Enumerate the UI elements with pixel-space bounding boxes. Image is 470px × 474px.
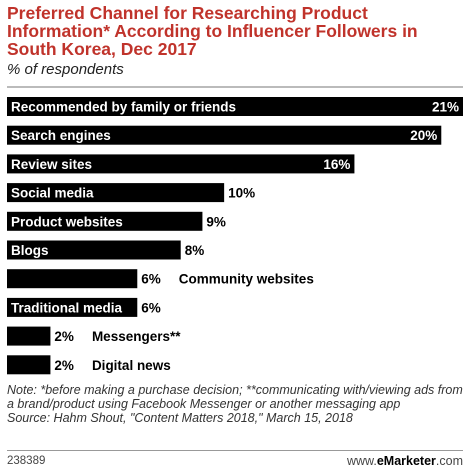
bar-4 [7,183,225,203]
value-label-8: 6% [141,300,161,315]
bar-7 [7,269,138,289]
brand-name: eMarketer [376,454,436,468]
category-label-5: Product websites [11,214,123,229]
value-label-10: 2% [54,358,74,373]
value-label-4: 10% [228,186,255,201]
brand-suffix: .com [435,454,463,468]
bar-8 [7,297,138,317]
chart-title: Preferred Channel for Researching Produc… [7,3,418,59]
category-label-7: Community websites [179,272,314,287]
value-label-9: 2% [54,329,74,344]
bar-6 [7,240,181,260]
category-label-4: Social media [11,186,94,201]
value-label-3: 16% [323,157,350,172]
top-divider [7,86,463,88]
category-label-8: Traditional media [11,300,123,315]
bar-9 [7,326,51,346]
category-label-2: Search engines [11,128,111,143]
category-label-6: Blogs [11,243,49,258]
value-label-5: 9% [206,214,226,229]
bottom-divider [7,450,463,451]
category-label-3: Review sites [11,157,92,172]
source-text: Source: Hahm Shout, "Content Matters 201… [7,411,353,425]
value-label-7: 6% [141,272,161,287]
brand-prefix: www. [346,454,377,468]
category-label-9: Messengers** [92,329,181,344]
bar-2 [7,125,442,145]
note-text: Note: *before making a purchase decision… [7,383,463,411]
chart-id: 238389 [7,455,46,467]
footnote: Note: *before making a purchase decision… [7,383,467,425]
value-label-6: 8% [185,243,205,258]
bar-10 [7,355,51,375]
bar-3 [7,154,355,174]
value-label-1: 21% [432,100,459,115]
brand-logo: www.eMarketer.com [347,454,463,468]
bar-1 [7,97,463,116]
category-label-1: Recommended by family or friends [11,100,236,115]
category-label-10: Digital news [92,358,171,373]
value-label-2: 20% [410,128,437,143]
bar-5 [7,211,203,231]
chart-subtitle: % of respondents [7,61,124,78]
